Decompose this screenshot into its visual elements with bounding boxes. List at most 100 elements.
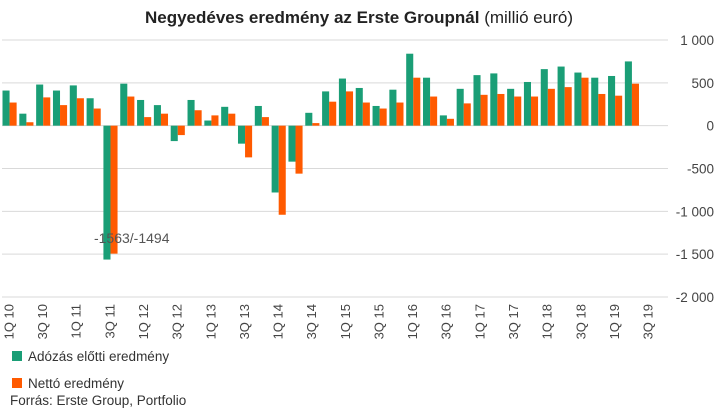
bar-pretax — [439, 115, 447, 126]
bar-pretax — [187, 99, 195, 126]
bar-net — [497, 93, 505, 126]
bar-net — [564, 87, 572, 126]
bar-net — [446, 118, 454, 126]
bar-pretax — [389, 89, 397, 126]
bar-pretax — [557, 66, 565, 126]
bar-pretax — [338, 78, 346, 126]
bar-net — [631, 83, 639, 126]
bar-pretax — [52, 90, 61, 126]
bar-pretax — [322, 91, 330, 126]
bar-net — [9, 102, 17, 126]
x-tick-label: 1Q 14 — [271, 304, 286, 339]
bar-pretax — [507, 88, 515, 126]
bar-pretax — [523, 81, 532, 126]
bar-net — [463, 103, 471, 126]
bar-net — [228, 113, 236, 126]
bar-pretax — [204, 120, 212, 126]
source-note: Forrás: Erste Group, Portfolio — [10, 393, 187, 408]
bar-pretax — [254, 105, 262, 126]
bar-pretax — [170, 125, 178, 142]
x-tick-label: 3Q 19 — [641, 304, 656, 339]
bar-pretax — [19, 113, 27, 126]
x-tick-label: 3Q 12 — [170, 304, 185, 339]
bar-pretax — [406, 53, 414, 126]
chart-title: Negyedéves eredmény az Erste Groupnál (m… — [0, 8, 718, 28]
x-tick-label: 3Q 16 — [439, 304, 454, 339]
x-tick-label: 1Q 18 — [540, 304, 555, 339]
chart-title-unit: (millió euró) — [484, 8, 573, 27]
bar-pretax — [574, 72, 582, 126]
bar-pretax — [288, 125, 296, 162]
bar-pretax — [591, 77, 599, 126]
x-tick-label: 3Q 15 — [371, 304, 386, 339]
bar-net — [177, 125, 185, 136]
bar-pretax — [120, 83, 128, 126]
legend-label-pretax: Adózás előtti eredmény — [28, 349, 170, 364]
legend-swatch-net — [12, 378, 22, 388]
x-tick-label: 1Q 10 — [1, 304, 16, 339]
x-tick-label: 3Q 13 — [237, 304, 252, 339]
bar-net — [43, 97, 51, 126]
y-tick-label: 500 — [691, 76, 714, 91]
bar-net — [211, 115, 219, 126]
bar-net — [345, 91, 354, 126]
legend-swatch-pretax — [12, 351, 22, 361]
bar-pretax — [372, 105, 380, 126]
bar-net — [295, 125, 303, 174]
x-tick-label: 1Q 12 — [136, 304, 151, 339]
bar-pretax — [86, 98, 94, 126]
y-tick-label: -500 — [687, 162, 714, 177]
bar-net — [312, 123, 320, 126]
x-tick-label: 3Q 14 — [304, 304, 319, 339]
legend-item-net: Nettó eredmény — [12, 376, 124, 391]
bar-net — [194, 110, 202, 126]
bar-net — [110, 125, 118, 254]
y-tick-label: -1 000 — [676, 204, 714, 219]
bar-pretax — [423, 77, 431, 126]
bar-net — [26, 122, 34, 126]
x-tick-label: 1Q 13 — [203, 304, 218, 339]
annotation-label: -1563/-1494 — [94, 230, 170, 246]
bar-pretax — [490, 73, 498, 126]
bar-net — [396, 102, 404, 126]
bar-net — [598, 93, 606, 126]
y-tick-label: -2 000 — [676, 290, 714, 305]
bar-net — [144, 117, 152, 126]
bar-net — [531, 96, 539, 126]
bar-net — [60, 105, 68, 126]
bar-pretax — [137, 99, 145, 126]
bar-net — [278, 125, 286, 215]
x-tick-label: 3Q 11 — [102, 304, 117, 338]
bar-net — [581, 77, 589, 126]
bar-pretax — [2, 90, 10, 126]
bar-net — [76, 98, 84, 126]
bar-pretax — [237, 125, 246, 144]
y-tick-label: -1 500 — [676, 247, 714, 262]
bar-pretax — [608, 75, 616, 126]
bar-net — [547, 88, 555, 126]
bar-net — [245, 125, 253, 158]
bar-net — [480, 94, 488, 126]
bar-net — [362, 102, 370, 126]
x-tick-label: 1Q 16 — [405, 304, 420, 339]
bar-net — [329, 101, 337, 126]
bar-pretax — [305, 112, 313, 126]
x-tick-label: 1Q 19 — [607, 304, 622, 339]
bar-pretax — [69, 85, 77, 126]
bar-pretax — [36, 84, 44, 126]
x-tick-label: 1Q 11 — [69, 304, 84, 338]
y-tick-label: 1 000 — [680, 33, 714, 48]
bar-pretax — [355, 87, 363, 126]
bar-net — [615, 95, 623, 126]
bar-pretax — [103, 125, 111, 260]
bar-pretax — [624, 61, 632, 126]
bar-net — [127, 96, 135, 126]
x-tick-label: 3Q 10 — [35, 304, 50, 339]
legend-item-pretax: Adózás előtti eredmény — [12, 349, 169, 364]
bar-net — [93, 108, 101, 126]
bar-pretax — [456, 88, 464, 126]
bar-pretax — [473, 75, 481, 126]
bar-net — [514, 96, 522, 126]
